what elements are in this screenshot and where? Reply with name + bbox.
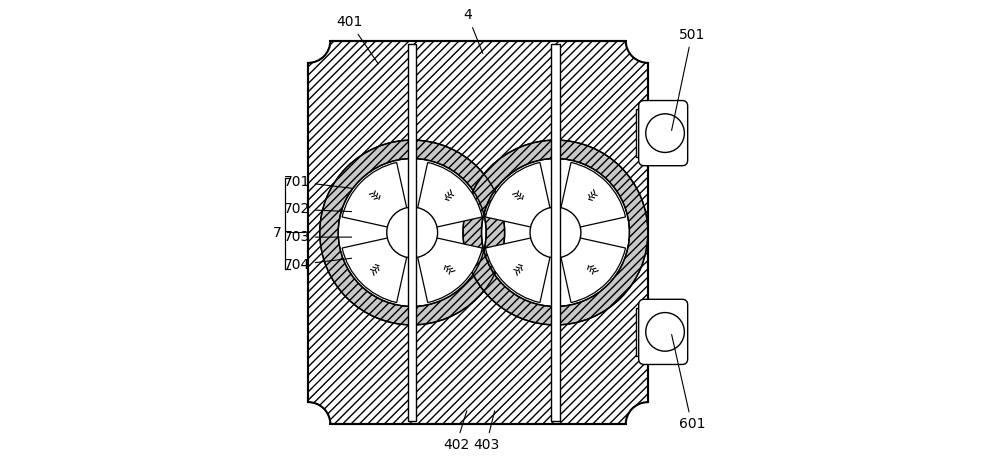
Bar bbox=[551, 44, 560, 421]
Circle shape bbox=[530, 207, 581, 258]
Text: 4: 4 bbox=[463, 8, 483, 53]
Bar bbox=[636, 109, 650, 157]
Circle shape bbox=[320, 140, 505, 325]
FancyBboxPatch shape bbox=[639, 100, 688, 166]
Circle shape bbox=[463, 140, 648, 325]
Wedge shape bbox=[485, 162, 550, 227]
Text: 702: 702 bbox=[283, 202, 352, 216]
Wedge shape bbox=[485, 238, 550, 303]
Bar bbox=[308, 40, 648, 425]
Bar bbox=[636, 308, 650, 356]
Wedge shape bbox=[417, 238, 482, 303]
Circle shape bbox=[646, 312, 684, 351]
Bar bbox=[408, 44, 416, 421]
Wedge shape bbox=[342, 238, 407, 303]
Wedge shape bbox=[417, 162, 482, 227]
Circle shape bbox=[286, 402, 330, 446]
FancyBboxPatch shape bbox=[639, 299, 688, 365]
Text: 704: 704 bbox=[283, 258, 352, 272]
Text: 402: 402 bbox=[443, 411, 469, 452]
Circle shape bbox=[646, 114, 684, 153]
Circle shape bbox=[626, 402, 670, 446]
Text: 401: 401 bbox=[337, 15, 378, 64]
Wedge shape bbox=[560, 162, 626, 227]
Wedge shape bbox=[560, 238, 626, 303]
Wedge shape bbox=[342, 162, 407, 227]
Text: 7: 7 bbox=[273, 226, 305, 239]
Wedge shape bbox=[463, 140, 648, 325]
Circle shape bbox=[387, 207, 438, 258]
Bar bbox=[308, 40, 648, 425]
Text: 601: 601 bbox=[672, 335, 705, 432]
Text: 703: 703 bbox=[283, 230, 352, 244]
Text: 701: 701 bbox=[283, 175, 352, 189]
Circle shape bbox=[626, 19, 670, 63]
Text: 501: 501 bbox=[672, 28, 705, 130]
Circle shape bbox=[286, 19, 330, 63]
Text: 403: 403 bbox=[473, 411, 499, 452]
Wedge shape bbox=[320, 140, 505, 325]
